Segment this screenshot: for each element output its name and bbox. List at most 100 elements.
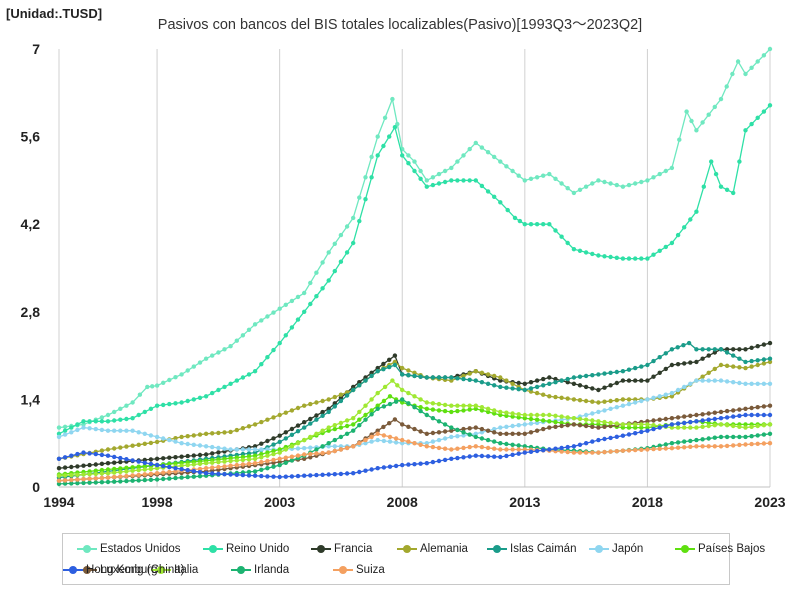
data-point xyxy=(700,418,705,423)
data-point xyxy=(191,453,196,458)
data-point xyxy=(344,431,350,436)
data-point xyxy=(338,434,344,440)
data-point xyxy=(510,411,515,416)
data-point xyxy=(222,472,227,477)
data-point xyxy=(400,372,405,377)
data-point xyxy=(577,398,583,403)
data-point xyxy=(351,240,356,246)
data-point xyxy=(430,430,436,436)
x-tick-label: 1998 xyxy=(141,494,172,510)
data-point xyxy=(369,175,374,180)
data-point xyxy=(553,446,558,451)
data-point xyxy=(424,444,429,449)
data-point xyxy=(289,432,295,437)
data-point xyxy=(338,425,344,430)
data-point xyxy=(724,415,730,420)
data-point xyxy=(663,366,668,372)
data-point xyxy=(406,153,411,158)
data-point xyxy=(302,403,307,408)
data-point xyxy=(338,395,344,400)
data-point xyxy=(179,400,184,405)
data-point xyxy=(516,173,521,178)
data-point xyxy=(148,440,154,446)
data-point xyxy=(461,430,466,435)
data-point xyxy=(633,181,638,186)
data-point xyxy=(326,444,331,449)
data-point xyxy=(338,420,344,426)
data-point xyxy=(105,412,111,418)
data-point xyxy=(161,463,166,469)
data-point xyxy=(724,408,730,414)
data-point xyxy=(130,458,135,463)
data-point xyxy=(473,178,478,183)
data-point xyxy=(596,425,601,430)
data-point xyxy=(271,347,276,353)
data-point xyxy=(547,425,552,430)
data-point xyxy=(332,448,337,454)
data-point xyxy=(387,401,393,407)
data-point xyxy=(743,412,748,418)
data-point xyxy=(56,431,62,436)
data-point xyxy=(295,441,301,446)
data-point xyxy=(344,393,350,398)
legend-swatch xyxy=(63,565,83,575)
data-point xyxy=(571,247,577,252)
data-point xyxy=(302,425,307,430)
data-point xyxy=(724,187,730,192)
data-point xyxy=(498,441,503,446)
data-point xyxy=(62,473,68,478)
data-point xyxy=(252,473,258,478)
data-point xyxy=(81,480,86,486)
data-point xyxy=(161,470,166,475)
data-point xyxy=(124,444,129,449)
legend-swatch xyxy=(231,565,251,575)
data-point xyxy=(357,195,362,200)
data-point xyxy=(455,434,460,439)
data-point xyxy=(392,417,398,422)
data-point xyxy=(436,181,442,186)
data-point xyxy=(412,394,417,399)
data-point xyxy=(516,387,521,392)
data-point xyxy=(455,408,460,414)
data-point xyxy=(252,469,258,474)
data-point xyxy=(737,424,742,429)
data-point xyxy=(124,457,129,462)
data-point xyxy=(436,445,442,451)
data-point xyxy=(602,419,607,425)
x-tick-label: 2013 xyxy=(509,494,540,510)
data-point xyxy=(724,443,730,449)
data-point xyxy=(577,423,583,428)
data-point xyxy=(418,461,423,466)
data-point xyxy=(246,454,252,459)
legend-item: Francia xyxy=(311,543,372,555)
data-point xyxy=(406,390,411,396)
data-point xyxy=(553,394,558,400)
data-point xyxy=(528,416,534,422)
data-point xyxy=(124,465,129,470)
data-point xyxy=(203,452,209,457)
data-point xyxy=(510,423,515,429)
legend-item: Alemania xyxy=(397,543,468,555)
data-point xyxy=(436,375,442,380)
data-point xyxy=(669,441,675,446)
data-point xyxy=(124,473,129,479)
data-point xyxy=(724,347,730,352)
legend-label: Japón xyxy=(612,543,644,555)
data-point xyxy=(136,430,141,435)
data-point xyxy=(259,447,264,452)
data-point xyxy=(81,419,86,424)
data-point xyxy=(724,423,730,428)
data-point xyxy=(75,477,80,482)
data-point xyxy=(528,380,534,385)
data-point xyxy=(590,399,595,404)
data-point xyxy=(596,372,601,377)
data-point xyxy=(295,423,301,428)
data-point xyxy=(75,464,80,469)
chart-grid xyxy=(58,49,771,488)
data-point xyxy=(626,182,632,188)
data-point xyxy=(424,441,429,446)
data-point xyxy=(387,464,393,469)
data-point xyxy=(492,411,497,416)
data-point xyxy=(669,165,675,171)
data-point xyxy=(700,374,705,379)
